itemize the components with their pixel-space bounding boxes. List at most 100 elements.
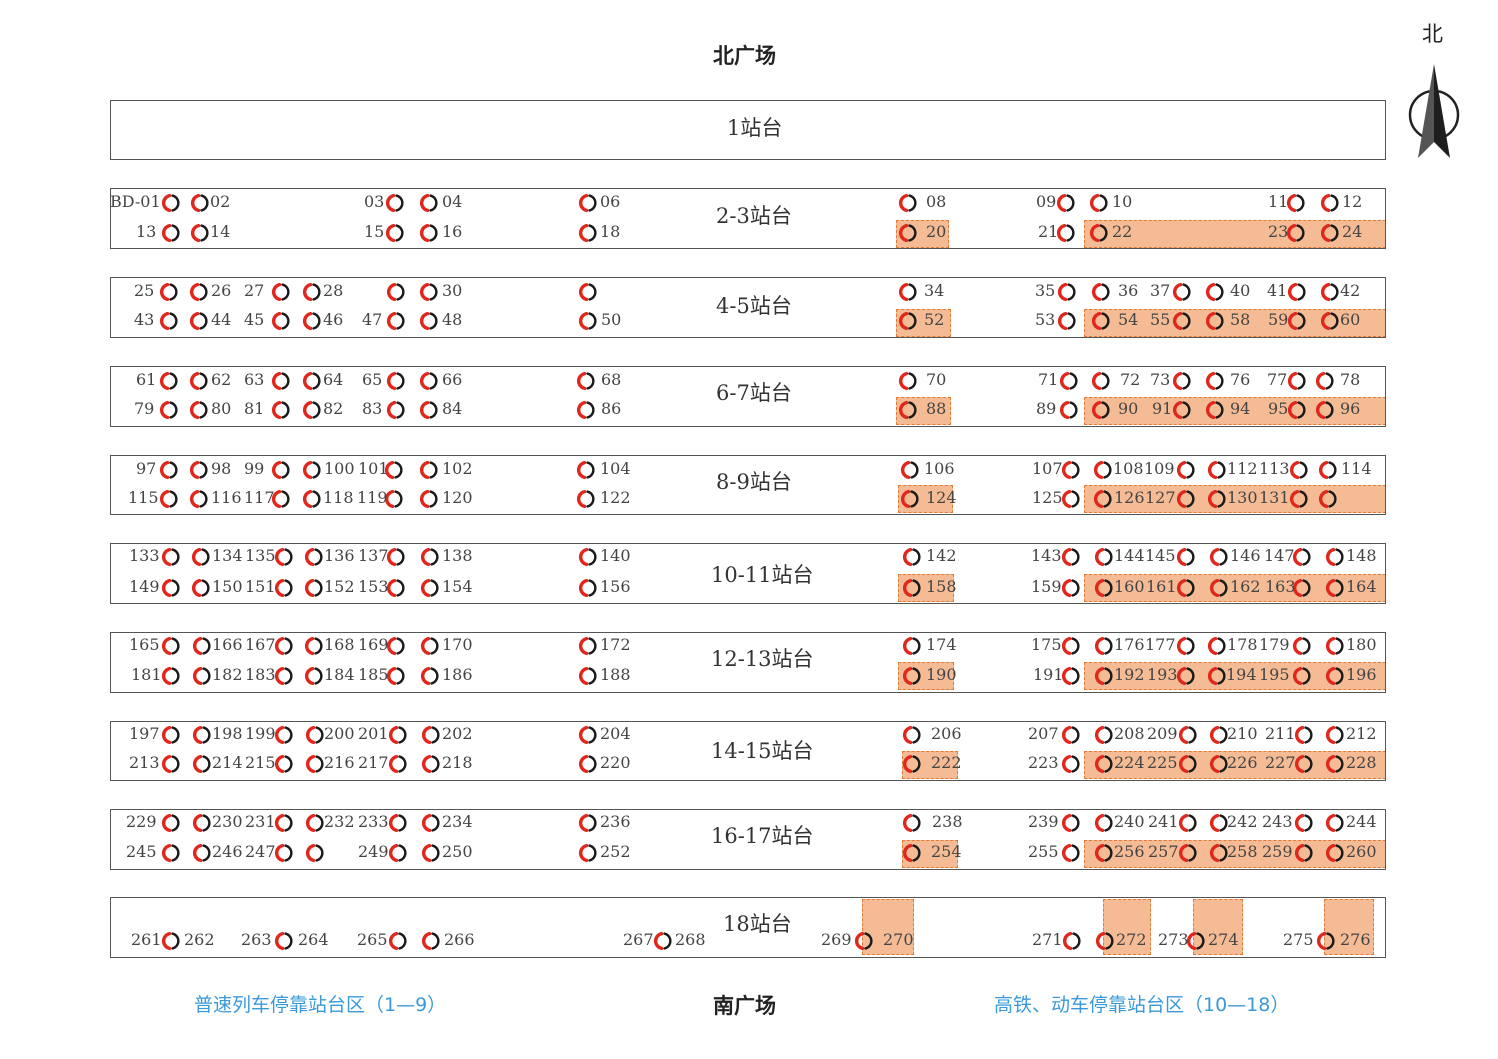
platform-box-p67[interactable] [110,366,1386,427]
gate-marker-icon [422,754,440,774]
gate-marker-icon [579,725,597,745]
gate-marker-icon [901,489,919,509]
gate-marker-icon [1208,489,1226,509]
gate-number: 60 [1340,310,1361,329]
gate-marker-icon [903,843,921,863]
gate-marker-icon [1290,489,1308,509]
gate-number: 276 [1340,930,1371,949]
gate-number: 03 [364,192,385,211]
gate-number: 70 [926,370,947,389]
highlight-zone [896,220,949,248]
gate-number: 200 [324,724,355,743]
gate-marker-icon [903,725,921,745]
gate-marker-icon [899,223,917,243]
platform-box-p1[interactable] [110,100,1386,160]
gate-marker-icon [1295,843,1313,863]
gate-number: 28 [323,281,344,300]
gate-marker-icon [1319,460,1337,480]
gate-marker-icon [1288,311,1306,331]
gate-marker-icon [272,460,290,480]
gate-marker-icon [579,666,597,686]
gate-marker-icon [1173,400,1191,420]
gate-number: 43 [134,310,155,329]
gate-marker-icon [1062,754,1080,774]
gate-marker-icon [420,223,438,243]
gate-number: 275 [1283,930,1314,949]
gate-marker-icon [421,666,439,686]
gate-number: 82 [323,399,344,418]
gate-marker-icon [1062,666,1080,686]
gate-number: 144 [1114,546,1145,565]
gate-number: 20 [926,222,947,241]
gate-number: 100 [324,459,355,478]
gate-marker-icon [1173,371,1191,391]
gate-marker-icon [190,371,208,391]
gate-marker-icon [193,666,211,686]
gate-number: 267 [623,930,654,949]
platform-box-p1213[interactable] [110,632,1386,693]
gate-number: 194 [1226,665,1257,684]
gate-marker-icon [191,193,209,213]
gate-marker-icon [1095,813,1113,833]
gate-number: 24 [1342,222,1363,241]
gate-marker-icon [1179,725,1197,745]
platform-box-p23[interactable] [110,188,1386,249]
gate-marker-icon [1290,460,1308,480]
gate-number: 101 [358,459,389,478]
gate-marker-icon [193,813,211,833]
gate-number: 223 [1028,753,1059,772]
gate-number: 25 [134,281,155,300]
gate-marker-icon [1094,460,1112,480]
gate-number: 231 [245,812,276,831]
gate-marker-icon [1326,666,1344,686]
gate-marker-icon [1210,547,1228,567]
gate-number: 204 [600,724,631,743]
north-plaza-label: 北广场 [713,44,776,68]
gate-number: 79 [134,399,155,418]
gate-number: 150 [212,577,243,596]
gate-number: 239 [1028,812,1059,831]
platform-box-p1415[interactable] [110,721,1386,781]
platform-label-p23: 2-3站台 [716,204,792,228]
highlight-zone [1193,899,1243,955]
gate-number: 112 [1227,459,1258,478]
gate-marker-icon [275,843,293,863]
gate-marker-icon [193,636,211,656]
gate-marker-icon [420,400,438,420]
gate-number: 274 [1208,930,1239,949]
gate-number: 63 [244,370,265,389]
gate-number: 127 [1145,488,1176,507]
gate-number: 84 [442,399,463,418]
gate-marker-icon [1206,311,1224,331]
gate-number: 211 [1265,724,1296,743]
gate-marker-icon [190,311,208,331]
gate-number: 120 [442,488,473,507]
platform-box-p1011[interactable] [110,543,1386,604]
gate-number: 115 [128,488,159,507]
platform-box-p89[interactable] [110,455,1386,515]
gate-marker-icon [1326,843,1344,863]
platform-box-p1617[interactable] [110,809,1386,870]
platform-label-p1011: 10-11站台 [711,563,814,587]
gate-number: 114 [1341,459,1372,478]
gate-marker-icon [272,282,290,302]
gate-number: 218 [442,753,473,772]
highlight-zone [898,662,954,690]
gate-number: 108 [1113,459,1144,478]
gate-marker-icon [387,371,405,391]
gate-number: 135 [245,546,276,565]
gate-number: 45 [244,310,265,329]
highlight-zone [1084,309,1386,337]
gate-number: 153 [358,577,389,596]
gate-number: 94 [1230,399,1251,418]
gate-marker-icon [1321,193,1339,213]
gate-number: 177 [1145,635,1176,654]
gate-marker-icon [420,282,438,302]
gate-number: 198 [212,724,243,743]
gate-marker-icon [899,371,917,391]
gate-marker-icon [855,931,873,951]
gate-marker-icon [1208,666,1226,686]
gate-marker-icon [903,813,921,833]
platform-box-p18[interactable] [110,897,1386,958]
platform-box-p45[interactable] [110,277,1386,338]
